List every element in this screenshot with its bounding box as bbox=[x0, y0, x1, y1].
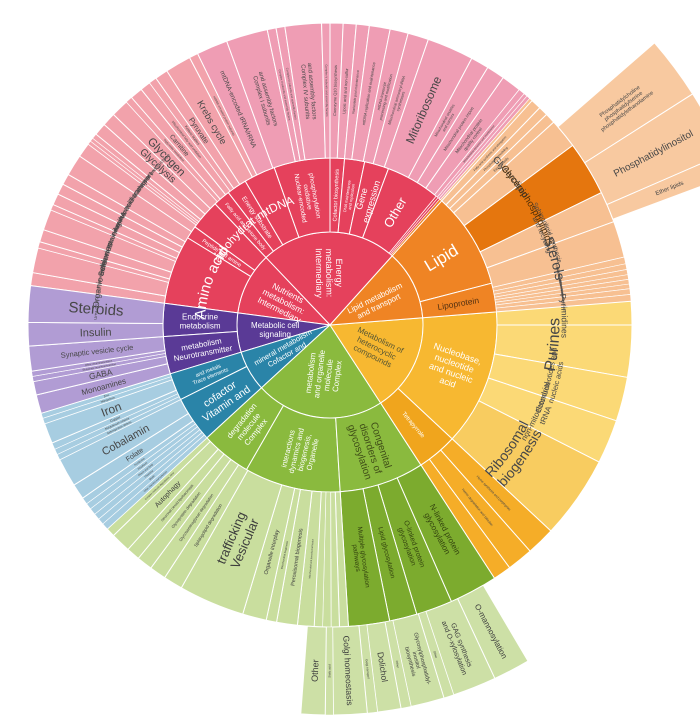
segment-intermediary-label: metabolism: bbox=[324, 249, 335, 298]
segment-nucleotide-pool-maintenance-label: Nucleotide pool maintenance bbox=[351, 70, 360, 114]
segment-ether-lipids bbox=[606, 163, 700, 220]
segment-other-label: Other bbox=[395, 660, 400, 668]
segment-glycosylphosphatidyl-label: inositol bbox=[411, 651, 421, 669]
segment-steroids-label: Steroids bbox=[68, 299, 124, 320]
segment-purines-label: Purines bbox=[542, 318, 564, 373]
segment-golgi-transport-label: Golgi transport bbox=[365, 659, 371, 679]
segment-mixed-hyperlipidemias-label: Mixed hyperlipidemias bbox=[557, 274, 565, 303]
segment-sialic-acid-label: Sialic acid bbox=[327, 664, 331, 678]
segment-complex-v-subunits-and-assembly-factors-label: Complex V subunits and assembly factors bbox=[324, 64, 329, 117]
segment-cofactor-biosynthesis-label: Cofactor biosynthesis bbox=[332, 169, 340, 222]
segment-pyridoxine-label: Pyridoxine bbox=[133, 456, 146, 467]
segment-intermediary-label: Energy bbox=[334, 259, 344, 288]
segment-complex-iv-subunits-label: and assembly factors bbox=[306, 63, 317, 120]
segment-other-label: Other bbox=[310, 659, 321, 682]
segment-bile-acids-label: Bile acids bbox=[555, 266, 562, 283]
segment-dna-maintenance-label: DNA maintenance bbox=[342, 179, 352, 212]
segment-copper-label: Copper bbox=[109, 415, 122, 423]
segment-decreased-ldl-triglycerides-label: Decreased LDL/triglycerides bbox=[558, 278, 566, 312]
segment-manganese-label: Manganese bbox=[100, 395, 116, 404]
segment-golgi-homeostasis-label: Golgi homeostasis bbox=[341, 635, 355, 705]
segment-complex-label: Complex bbox=[331, 360, 344, 392]
segment-dna-maintenance-label: and replication bbox=[347, 184, 356, 210]
segment-steroids bbox=[27, 285, 165, 325]
segment-thiamine-label: Thiamine bbox=[143, 468, 154, 478]
segment-gly-and-ser-label: Gly and Ser bbox=[109, 224, 120, 243]
segment-lipoic-acid-and-iron-sulfur-label: Lipoic acid and iron-sulfur bbox=[341, 67, 349, 113]
segment-endocrine-label: metabolism bbox=[180, 321, 221, 330]
segment-intermediary-label: Intermediary bbox=[314, 248, 325, 299]
segment-other-label: Other bbox=[432, 650, 438, 658]
segment-mitochondrial-aminoacyl-trna-label: synthetases bbox=[396, 91, 406, 112]
segment-complex-iv-subunits-label: Complex IV subunits bbox=[299, 64, 310, 119]
segment-mitochondrial-and-peroxisomal-fission-label: Mitochondrial and peroxisomal fission bbox=[308, 538, 314, 579]
segment-metabolic-cell-label: signaling bbox=[259, 330, 291, 339]
segment-mtdna-transcript-label: mtDNA transcript bbox=[377, 81, 388, 111]
segment-multiple-glycosylation-label: pathways bbox=[351, 544, 362, 573]
segment-other bbox=[300, 625, 327, 716]
segment-hdl-metabolism-label: HDL metabolism bbox=[558, 280, 565, 303]
segment-endocrine-label: Endocrine bbox=[182, 312, 219, 321]
segment-mitochondrial-biogenesis-label: Mitochondrial biogenesis bbox=[280, 540, 290, 569]
segment-hypertriglyceridemias-label: Hypertriglyceridemias bbox=[556, 269, 565, 299]
segment-pyrimidines-label: Pyrimidines bbox=[558, 293, 570, 338]
segment-zinc-label: Zinc bbox=[103, 393, 110, 399]
segment-metabolic-cell-label: Metabolic cell bbox=[251, 321, 300, 330]
segment-iron-label: Iron bbox=[99, 399, 123, 419]
segment-riboflavin-label: Riboflavin bbox=[137, 460, 149, 470]
segment-glutamate-neurotransmission-label: Glutamate neurotransmission bbox=[82, 362, 117, 372]
segment-hypercholesterolemias-label: Hypercholesterolemias bbox=[554, 263, 564, 296]
segment-other-neurotransmitters-label: Other neurotransmitters bbox=[85, 359, 113, 367]
segment-gaba-label: GABA bbox=[88, 367, 114, 382]
segment-coenzyme-q10-biosynthesis-label: Coenzyme Q10 biosynthesis bbox=[332, 65, 338, 116]
segment-biotin-label: Biotin bbox=[148, 474, 156, 482]
segment-insulin-label: Insulin bbox=[80, 327, 112, 340]
segment-dolichol-label: Dolichol bbox=[375, 651, 390, 683]
segment-nuclear-encoded-label: oxidative bbox=[302, 184, 313, 211]
segment-complex-label: molecule bbox=[322, 358, 335, 391]
